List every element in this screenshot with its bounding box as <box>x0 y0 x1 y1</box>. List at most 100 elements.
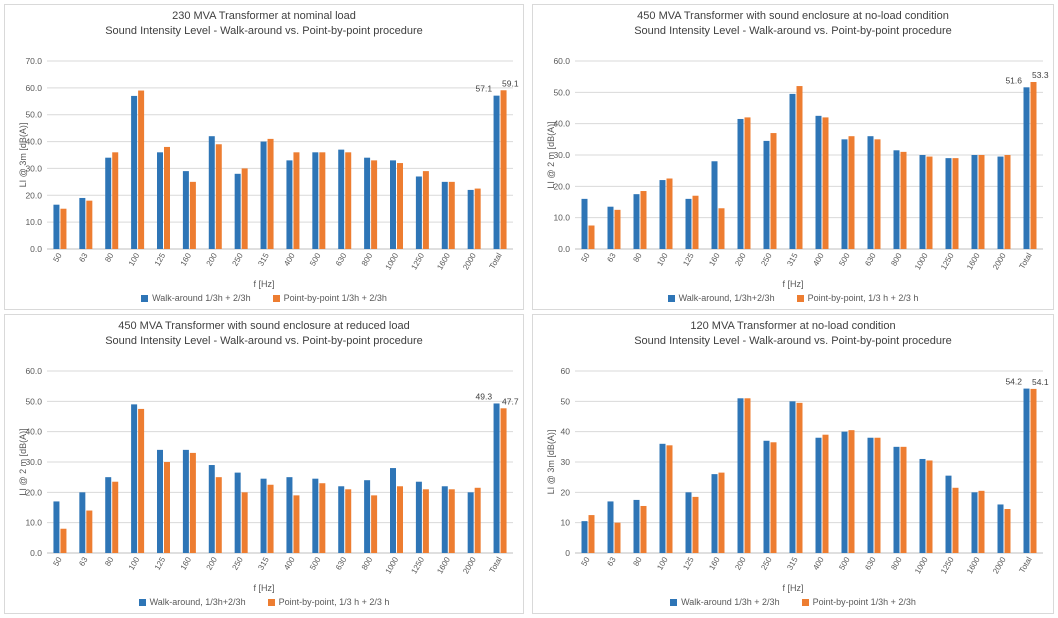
chart-subtitle: Sound Intensity Level - Walk-around vs. … <box>634 25 952 37</box>
x-tick-label: 50 <box>579 555 592 568</box>
x-tick-label: Total <box>1017 251 1033 270</box>
x-tick-label: 315 <box>256 555 271 572</box>
bar-point-by-point <box>345 489 352 553</box>
legend-swatch-orange <box>801 598 809 606</box>
chart-panel-450mva-no-load: 0.0 10.0 20.0 30.0 40.0 50.0 60.0 50 63 80 100 125 1… <box>532 4 1054 310</box>
legend-swatch-blue <box>670 598 678 606</box>
bar-walk-around <box>945 158 952 249</box>
legend-item-point-by-point: Point-by-point, 1/3 h + 2/3 h <box>796 293 918 303</box>
x-tick-label: 100 <box>655 251 670 268</box>
x-tick-label: 2000 <box>991 555 1008 575</box>
x-tick-label: Total <box>488 555 504 574</box>
x-axis-label: f [Hz] <box>782 279 804 289</box>
bar-point-by-point <box>718 472 725 553</box>
x-tick-label: 50 <box>51 555 64 568</box>
x-tick-label: 630 <box>863 251 878 268</box>
x-tick-label: 200 <box>205 251 220 268</box>
legend-swatch-blue <box>667 294 675 302</box>
x-tick-label: 1250 <box>939 251 956 271</box>
y-tick-label: 0 <box>565 548 570 558</box>
bar-walk-around <box>919 155 926 249</box>
bar-point-by-point <box>293 495 300 553</box>
x-tick-label: 63 <box>605 555 618 568</box>
x-axis-label: f [Hz] <box>782 583 804 593</box>
data-label-walk-around-total: 54.2 <box>1005 377 1022 387</box>
bar-point-by-point <box>640 191 647 249</box>
x-tick-label: 1600 <box>435 251 452 271</box>
legend-label: Point-by-point, 1/3 h + 2/3 h <box>278 597 390 607</box>
bar-walk-around <box>157 449 163 553</box>
bar-point-by-point <box>422 489 429 553</box>
bar-point-by-point <box>978 155 985 249</box>
x-tick-label: 100 <box>127 251 142 268</box>
x-tick-label: 1250 <box>409 251 426 271</box>
bar-point-by-point <box>397 486 403 553</box>
bar-point-by-point <box>371 495 378 553</box>
bar-walk-around <box>312 152 319 249</box>
x-tick-label: 125 <box>153 251 168 268</box>
bar-walk-around <box>182 449 189 553</box>
y-tick-label: 30.0 <box>553 150 570 160</box>
chart-plot: 0.0 10.0 20.0 30.0 40.0 50.0 60.0 50 63 80 100 125 1… <box>25 366 519 575</box>
legend-label: Walk-around, 1/3h+2/3h <box>149 597 246 607</box>
bar-point-by-point <box>952 487 959 553</box>
y-tick-label: 10.0 <box>553 213 570 223</box>
y-tick-label: 0.0 <box>30 548 42 558</box>
data-label-point-by-point-total: 47.7 <box>502 396 519 406</box>
bar-walk-around <box>633 499 640 553</box>
x-tick-label: 160 <box>707 555 722 572</box>
y-tick-label: 20.0 <box>25 190 42 200</box>
bar-point-by-point <box>666 178 673 249</box>
x-tick-label: 250 <box>759 251 774 268</box>
chart-title: 450 MVA Transformer with sound enclosure… <box>118 320 410 332</box>
bar-walk-around <box>131 404 138 553</box>
x-tick-label: 125 <box>681 251 696 268</box>
x-tick-label: 80 <box>631 251 644 264</box>
x-tick-label: 1600 <box>435 555 452 575</box>
bar-walk-around <box>893 446 900 553</box>
bar-point-by-point <box>500 90 507 249</box>
bar-point-by-point <box>112 152 119 249</box>
bar-walk-around <box>234 472 241 553</box>
y-tick-label: 70.0 <box>25 56 42 66</box>
y-tick-label: 50.0 <box>25 110 42 120</box>
x-tick-label: 400 <box>811 555 826 572</box>
bar-walk-around <box>441 181 448 249</box>
legend-swatch-orange <box>267 598 275 606</box>
bar-walk-around <box>581 521 588 553</box>
x-tick-label: 63 <box>77 251 90 264</box>
bar-walk-around <box>131 95 138 250</box>
bar-point-by-point <box>138 90 145 250</box>
bar-point-by-point <box>397 163 403 249</box>
bar-point-by-point <box>744 398 751 553</box>
x-tick-label: 2000 <box>991 251 1008 271</box>
x-axis-label: f [Hz] <box>253 279 275 289</box>
legend-item-point-by-point: Point-by-point 1/3h + 2/3h <box>272 293 387 303</box>
legend-swatch-orange <box>796 294 804 302</box>
x-tick-label: 160 <box>179 555 194 572</box>
y-tick-label: 20.0 <box>553 181 570 191</box>
bar-point-by-point <box>848 430 855 553</box>
y-tick-label: 60.0 <box>25 366 42 376</box>
bar-point-by-point <box>926 460 933 553</box>
x-tick-label: 315 <box>785 251 800 268</box>
bar-point-by-point <box>796 402 803 553</box>
bar-walk-around <box>945 475 952 553</box>
bar-point-by-point <box>1030 81 1037 249</box>
bar-walk-around <box>581 198 588 249</box>
x-tick-label: 800 <box>889 555 904 572</box>
x-tick-label: 63 <box>605 251 618 264</box>
x-tick-label: 250 <box>230 555 245 572</box>
bar-point-by-point <box>164 146 170 249</box>
bar-walk-around <box>390 160 396 249</box>
x-tick-label: 2000 <box>461 251 478 271</box>
bar-point-by-point <box>1004 509 1011 553</box>
y-tick-label: 40.0 <box>553 119 570 129</box>
bar-point-by-point <box>371 160 378 249</box>
x-tick-label: 125 <box>153 555 168 572</box>
x-tick-label: 2000 <box>461 555 478 575</box>
chart-panel-120mva-no-load: 0 10 20 30 40 50 60 50 63 80 100 125 160 200 250 315 400… <box>532 314 1054 614</box>
legend-label: Point-by-point 1/3h + 2/3h <box>283 293 387 303</box>
bar-point-by-point <box>640 505 647 553</box>
bar-walk-around <box>711 161 718 249</box>
